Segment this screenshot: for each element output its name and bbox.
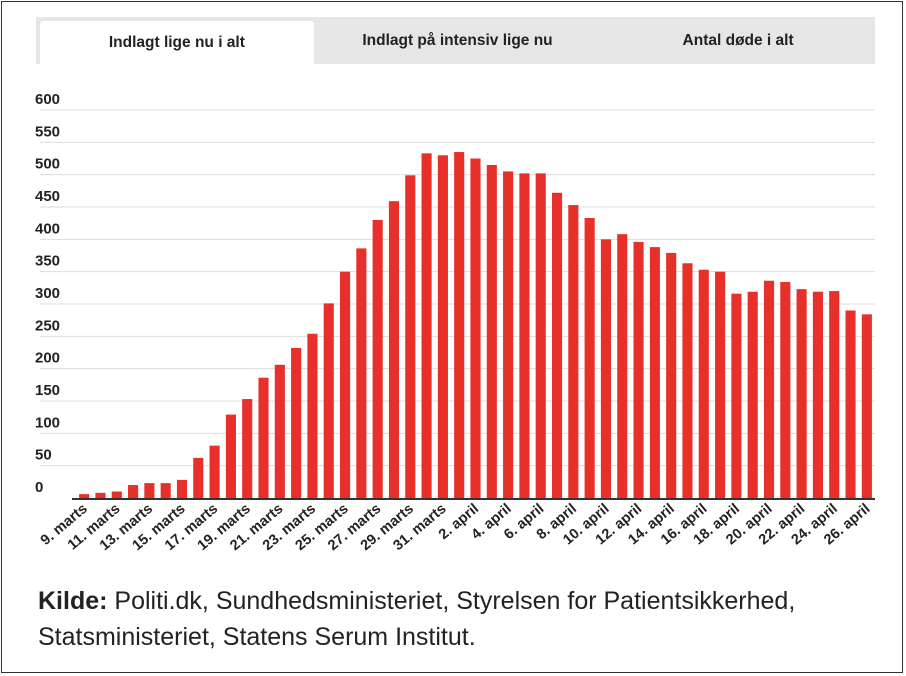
- bar: [698, 269, 709, 498]
- bar: [649, 247, 660, 498]
- bar: [454, 152, 465, 499]
- bar: [160, 483, 171, 498]
- y-tick-label: 0: [35, 479, 43, 496]
- bar: [584, 217, 595, 498]
- bar: [339, 271, 351, 498]
- bar: [633, 241, 644, 499]
- tab-hospitalized-total[interactable]: Indlagt lige nu i alt: [40, 21, 314, 64]
- tab-deaths-total[interactable]: Antal døde i alt: [682, 31, 794, 49]
- bar: [470, 158, 481, 498]
- bar: [568, 205, 579, 498]
- bar: [176, 479, 188, 498]
- bar: [437, 155, 448, 498]
- bar: [144, 483, 155, 498]
- y-tick-label: 300: [35, 285, 60, 302]
- tab-bar: Indlagt lige nu i alt Indlagt på intensi…: [36, 17, 875, 64]
- bar: [682, 263, 693, 498]
- bar: [242, 399, 253, 498]
- bar: [307, 333, 318, 498]
- bar: [372, 219, 383, 498]
- y-tick-label: 200: [35, 350, 60, 367]
- bar: [861, 314, 872, 498]
- bar: [291, 347, 302, 498]
- bar: [111, 491, 122, 498]
- y-tick-label: 600: [35, 91, 60, 108]
- bar: [812, 291, 823, 498]
- y-tick-label: 350: [35, 253, 60, 270]
- y-tick-label: 250: [35, 317, 60, 334]
- bar: [617, 234, 628, 498]
- y-tick-label: 450: [35, 188, 60, 205]
- bar: [535, 173, 546, 498]
- tab-intensive-care[interactable]: Indlagt på intensiv lige nu: [362, 31, 553, 49]
- bar: [79, 494, 90, 498]
- bar: [388, 201, 400, 498]
- bar: [519, 173, 530, 498]
- bar: [845, 310, 856, 498]
- bar: [274, 364, 285, 498]
- bar: [503, 171, 514, 498]
- bar: [551, 192, 563, 499]
- bar: [225, 414, 236, 498]
- y-tick-label: 100: [35, 414, 60, 431]
- source-text: Politi.dk, Sundhedsministeriet, Styrelse…: [38, 587, 796, 651]
- bar: [780, 282, 791, 498]
- bar: [193, 457, 204, 498]
- bar: [486, 164, 497, 498]
- bar: [405, 175, 416, 498]
- y-tick-label: 400: [35, 220, 60, 237]
- bar: [715, 271, 726, 498]
- bar: [258, 377, 269, 498]
- bar: [796, 289, 807, 498]
- bar: [95, 492, 106, 498]
- bar: [356, 248, 367, 498]
- bar: [829, 291, 840, 498]
- bar: [128, 485, 139, 498]
- y-tick-label: 500: [35, 156, 60, 173]
- source-label: Kilde:: [38, 587, 108, 615]
- bar: [666, 252, 677, 498]
- y-tick-label: 50: [35, 447, 52, 464]
- y-tick-label: 550: [35, 123, 60, 140]
- bar: [421, 153, 432, 498]
- bar: [209, 445, 220, 498]
- bar: [323, 303, 334, 498]
- y-tick-label: 150: [35, 382, 60, 399]
- bar: [731, 293, 742, 498]
- bar: [763, 280, 775, 498]
- bar: [600, 239, 612, 499]
- source-note: Kilde: Politi.dk, Sundhedsministeriet, S…: [38, 583, 868, 655]
- bar: [747, 291, 758, 498]
